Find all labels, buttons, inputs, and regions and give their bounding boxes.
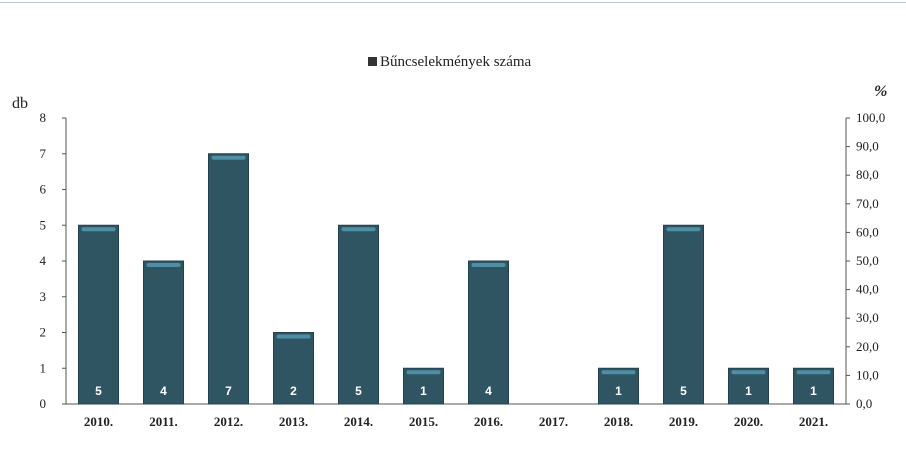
bar-highlight bbox=[731, 370, 766, 375]
y-left-tick-label: 7 bbox=[40, 146, 47, 161]
bar-body bbox=[663, 224, 704, 405]
bar bbox=[403, 367, 444, 405]
y-right-tick-label: 90,0 bbox=[856, 139, 879, 154]
scan-top-border bbox=[0, 2, 906, 3]
y-left-tick-label: 2 bbox=[40, 325, 47, 340]
x-tick-label: 2011. bbox=[149, 414, 178, 429]
y-left-tick-label: 8 bbox=[40, 110, 47, 125]
bar-data-label: 5 bbox=[355, 384, 362, 398]
labels-group: 5 2010. 4 2011. 7 2012. 2 2013. 5 2014. 1 2015. 4 201… bbox=[84, 382, 828, 429]
bar-data-label: 1 bbox=[745, 384, 752, 398]
bar bbox=[143, 260, 184, 405]
bar-body bbox=[273, 332, 314, 405]
y-right-tick-label: 30,0 bbox=[856, 310, 879, 325]
bar-data-label: 5 bbox=[95, 384, 102, 398]
bar bbox=[468, 260, 509, 405]
bar bbox=[338, 224, 379, 405]
x-tick-label: 2015. bbox=[409, 414, 438, 429]
bar-data-label: 5 bbox=[680, 384, 687, 398]
bar bbox=[663, 224, 704, 405]
y-right-tick-label: 50,0 bbox=[856, 253, 879, 268]
x-tick-label: 2016. bbox=[474, 414, 503, 429]
bar bbox=[78, 224, 119, 405]
axes-group: 0123456780,010,020,030,040,050,060,070,0… bbox=[40, 110, 886, 411]
bar-highlight bbox=[146, 263, 181, 267]
bar-highlight bbox=[471, 263, 506, 267]
bar-data-label: 1 bbox=[810, 384, 817, 398]
y-right-tick-label: 0,0 bbox=[856, 396, 872, 411]
y-right-unit-label: % bbox=[874, 83, 887, 100]
y-right-tick-label: 40,0 bbox=[856, 282, 879, 297]
bar-body bbox=[143, 260, 184, 405]
bar-highlight bbox=[666, 227, 701, 232]
x-tick-label: 2018. bbox=[604, 414, 633, 429]
bars-group bbox=[78, 153, 834, 405]
bar-data-label: 0 bbox=[550, 382, 557, 396]
x-tick-label: 2021. bbox=[799, 414, 828, 429]
y-left-tick-label: 5 bbox=[40, 217, 47, 232]
bar-data-label: 1 bbox=[420, 384, 427, 398]
bar bbox=[273, 332, 314, 405]
bar-body bbox=[338, 224, 379, 405]
y-left-tick-label: 0 bbox=[40, 396, 47, 411]
y-right-tick-label: 10,0 bbox=[856, 367, 879, 382]
y-left-tick-label: 3 bbox=[40, 289, 47, 304]
legend-swatch bbox=[368, 57, 377, 66]
y-right-tick-label: 80,0 bbox=[856, 167, 879, 182]
bar-data-label: 4 bbox=[160, 384, 167, 398]
bar-highlight bbox=[601, 370, 636, 375]
bar-data-label: 1 bbox=[615, 384, 622, 398]
x-tick-label: 2017. bbox=[539, 414, 568, 429]
legend-label: Bűncselekmények száma bbox=[380, 54, 532, 70]
y-left-tick-label: 4 bbox=[40, 253, 47, 268]
y-left-tick-label: 6 bbox=[40, 182, 47, 197]
bar-data-label: 2 bbox=[290, 384, 297, 398]
y-right-tick-label: 70,0 bbox=[856, 196, 879, 211]
bar bbox=[793, 367, 834, 405]
x-tick-label: 2020. bbox=[734, 414, 763, 429]
bar bbox=[208, 153, 249, 405]
bar-highlight bbox=[796, 370, 831, 375]
bar-body bbox=[208, 153, 249, 405]
x-tick-label: 2013. bbox=[279, 414, 308, 429]
y-right-tick-label: 20,0 bbox=[856, 339, 879, 354]
bar bbox=[598, 367, 639, 405]
x-tick-label: 2019. bbox=[669, 414, 698, 429]
bar-highlight bbox=[276, 334, 311, 339]
bar-data-label: 7 bbox=[225, 384, 232, 398]
bar-highlight bbox=[341, 227, 376, 232]
x-tick-label: 2010. bbox=[84, 414, 113, 429]
bar bbox=[728, 367, 769, 405]
bar-highlight bbox=[406, 370, 441, 375]
y-right-tick-label: 100,0 bbox=[856, 110, 885, 125]
bar-body bbox=[78, 224, 119, 405]
chart-legend: Bűncselekmények száma bbox=[368, 54, 532, 70]
bar-highlight bbox=[211, 155, 246, 160]
bar-body bbox=[468, 260, 509, 405]
y-left-tick-label: 1 bbox=[40, 360, 47, 375]
y-right-tick-label: 60,0 bbox=[856, 224, 879, 239]
x-tick-label: 2014. bbox=[344, 414, 373, 429]
y-left-unit-label: db bbox=[12, 95, 28, 112]
x-tick-label: 2012. bbox=[214, 414, 243, 429]
bar-data-label: 4 bbox=[485, 384, 492, 398]
bar-highlight bbox=[81, 227, 116, 232]
